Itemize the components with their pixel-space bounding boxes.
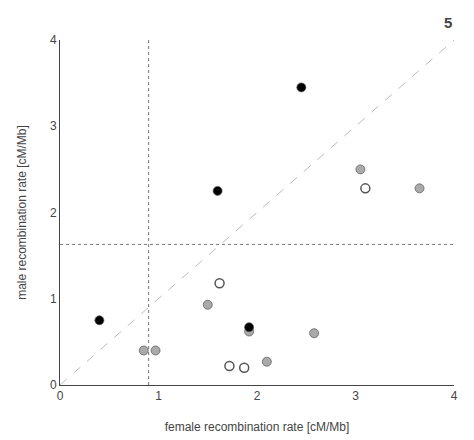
svg-text:male recombination rate [cM/Mb: male recombination rate [cM/Mb]: [15, 125, 29, 300]
svg-text:3: 3: [50, 119, 57, 133]
svg-text:4: 4: [451, 389, 458, 403]
svg-text:female recombination rate [cM/: female recombination rate [cM/Mb]: [165, 420, 350, 434]
svg-text:2: 2: [254, 389, 261, 403]
svg-text:3: 3: [352, 389, 359, 403]
svg-text:0: 0: [57, 389, 64, 403]
svg-text:2: 2: [50, 206, 57, 220]
svg-text:1: 1: [50, 292, 57, 306]
svg-text:1: 1: [155, 389, 162, 403]
svg-text:4: 4: [50, 33, 57, 47]
svg-text:0: 0: [50, 378, 57, 392]
svg-text:5: 5: [444, 14, 452, 31]
